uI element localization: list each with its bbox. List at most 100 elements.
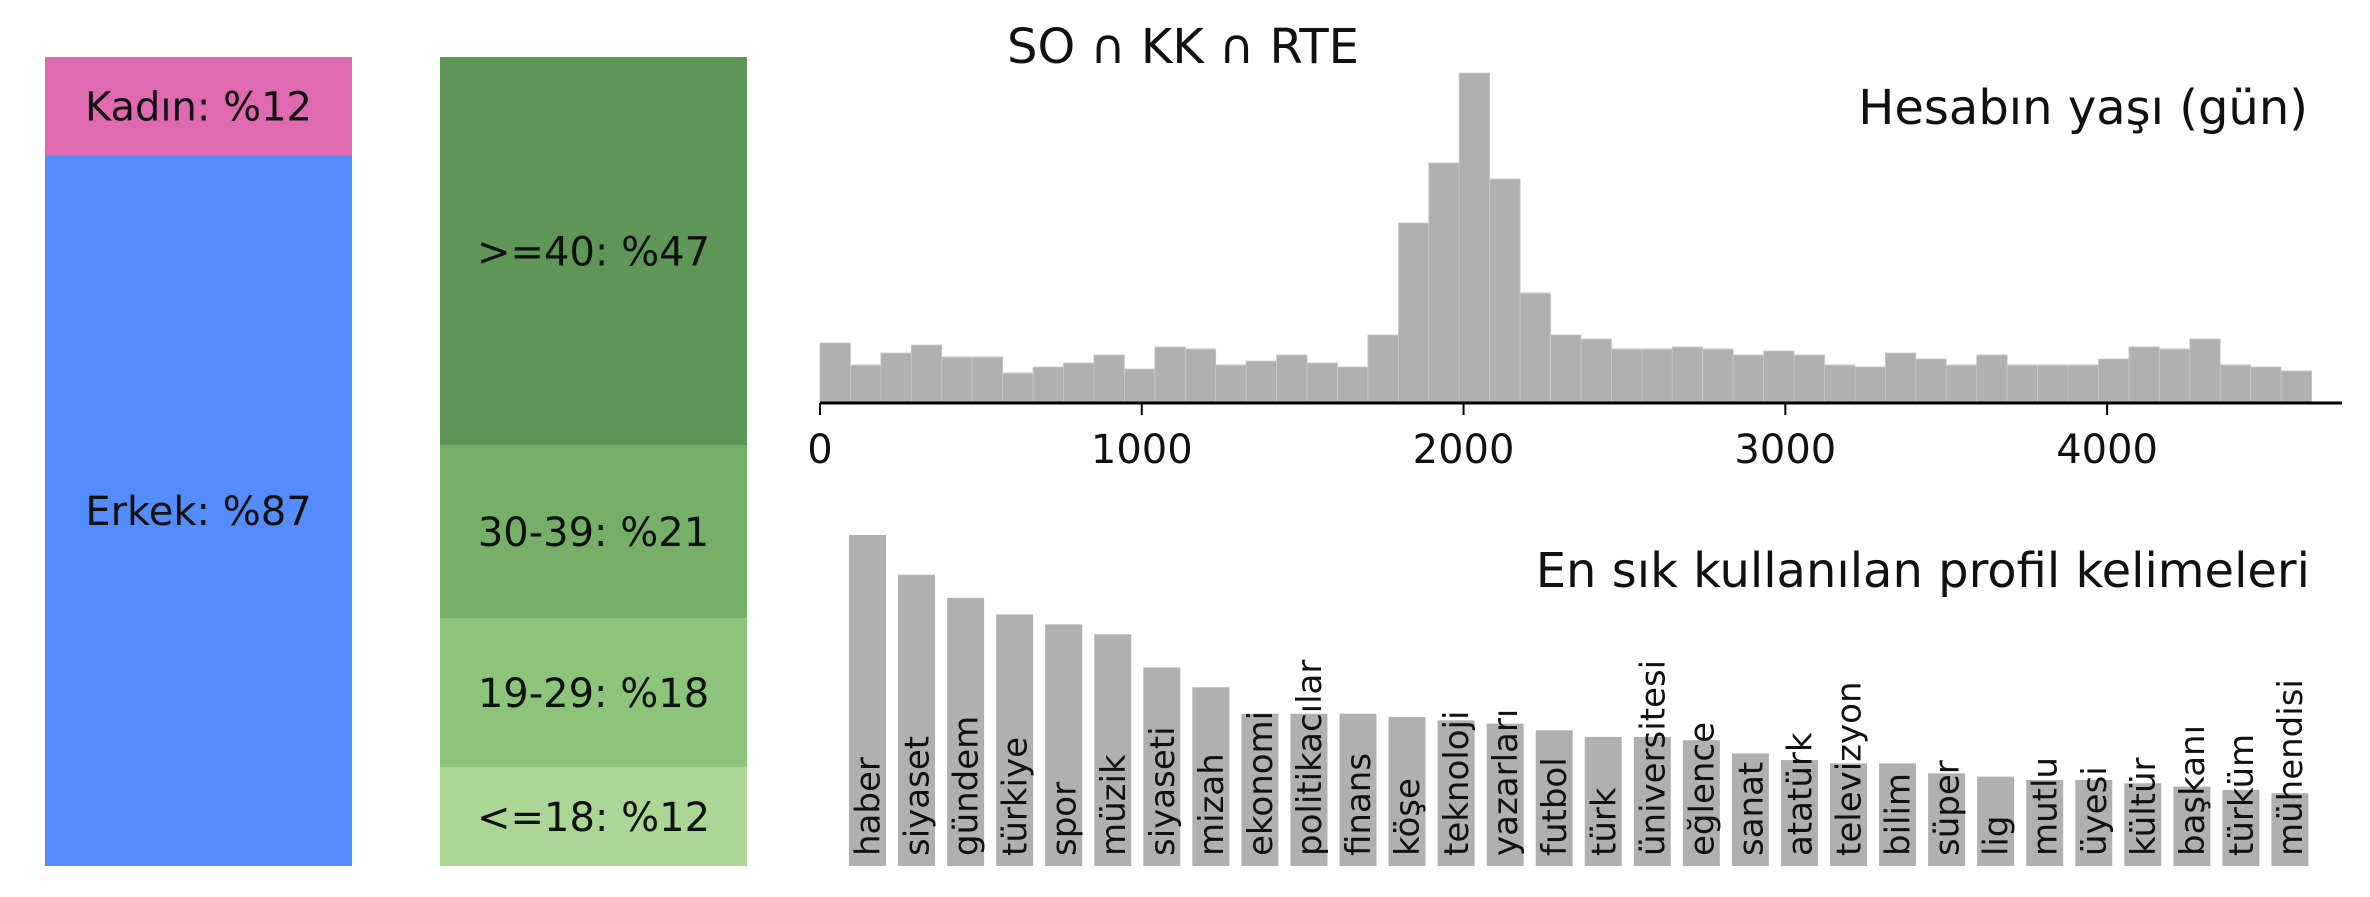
words-chart-title: En sık kullanılan profil kelimeleri (1536, 543, 2310, 599)
gender-segment-0 (45, 57, 352, 156)
age-segment-1 (440, 444, 747, 619)
word-bar-label: futbol (1535, 757, 1575, 856)
histogram-bin (1580, 338, 1612, 404)
age-segment-3 (440, 766, 747, 866)
histogram-tick-label: 2000 (1413, 427, 1515, 473)
profile-words-bar-chart: En sık kullanılan profil kelimeleri habe… (849, 535, 2311, 866)
histogram-bin (1611, 348, 1643, 404)
word-bar (2271, 793, 2309, 866)
word-bar-label: politikacılar (1290, 660, 1330, 856)
word-bar (1388, 717, 1426, 866)
histogram-bin (1367, 334, 1399, 404)
histogram-bin (1489, 178, 1521, 404)
histogram-bin (1458, 72, 1491, 404)
histogram-bin (2006, 364, 2039, 404)
histogram-bin (1945, 364, 1978, 404)
word-bar (1682, 740, 1720, 866)
word-bar-label: mizah (1192, 753, 1232, 856)
histogram-bin (1702, 348, 1734, 404)
histogram-bin (1519, 292, 1551, 404)
histogram-bin (1976, 354, 2008, 404)
word-bar-label: üyesi (2075, 766, 2115, 856)
histogram-bin (1885, 352, 1917, 404)
word-bar-label: finans (1339, 753, 1379, 856)
word-bar (947, 597, 985, 866)
word-bar (1731, 753, 1769, 866)
histogram-bin (1671, 346, 1704, 404)
histogram-bin (1397, 222, 1430, 404)
gender-stacked-bar: Kadın: %12 Erkek: %87 (45, 57, 352, 866)
word-bar-label: mutlu (2026, 757, 2066, 856)
word-bar (2124, 783, 2162, 866)
word-bar (1143, 667, 1181, 866)
word-bar-label: kültür (2124, 757, 2164, 856)
word-bar-label: köşe (1388, 778, 1428, 856)
histogram-bin (1184, 348, 1217, 404)
word-bar (1584, 736, 1622, 866)
histogram-bin (1154, 346, 1186, 404)
word-bar-label: atatürk (1780, 732, 1820, 856)
word-bar-label: türk (1584, 787, 1624, 856)
histogram-bin (2128, 346, 2160, 404)
word-bar (1830, 763, 1867, 866)
word-bar-label: üniversitesi (1633, 660, 1673, 856)
word-bar (849, 535, 886, 866)
histogram-bin (1215, 364, 1247, 404)
word-bar (2026, 779, 2064, 866)
word-bar (1780, 760, 1818, 866)
age-segment-0 (440, 57, 747, 445)
word-bar-label: siyaset (898, 736, 938, 856)
histogram-bin (1732, 354, 1765, 404)
age-label-1: 30-39: %21 (478, 510, 709, 556)
word-bar-label: başkanı (2173, 725, 2213, 856)
histogram-bin (1124, 368, 1156, 404)
word-bar-label: televizyon (1830, 682, 1870, 857)
histogram-bin (880, 352, 912, 404)
histogram-bin (2219, 364, 2252, 404)
histogram-bin (1063, 362, 1095, 404)
histogram-bin (971, 356, 1004, 404)
histogram-bin (1337, 366, 1369, 404)
word-bar-label: teknoloji (1437, 711, 1477, 856)
histogram-bin (1824, 364, 1856, 404)
age-label-2: 19-29: %18 (478, 671, 709, 717)
histogram-bin (850, 364, 882, 404)
histogram-tick-label: 3000 (1734, 427, 1836, 473)
word-bar-label: süper (1928, 760, 1968, 856)
word-bar-label: mühendisi (2271, 679, 2311, 856)
histogram-bin (2280, 370, 2312, 404)
word-bar-label: siyaseti (1143, 726, 1183, 856)
histogram-bin (910, 344, 943, 404)
word-bar (2173, 786, 2211, 866)
gender-segment-1 (45, 155, 352, 866)
histogram-bin (1306, 362, 1338, 404)
histogram-tick-label: 1000 (1091, 427, 1193, 473)
word-bar (1437, 720, 1475, 866)
word-bar-label: müzik (1094, 754, 1134, 856)
histogram-bin (1854, 366, 1886, 404)
word-bar (996, 614, 1034, 866)
histogram-bin (1641, 348, 1673, 404)
word-bar-label: lig (1977, 816, 2017, 856)
histogram-bin (2189, 338, 2221, 404)
histogram-bin (1276, 354, 1308, 404)
histogram-bin (1002, 372, 1034, 404)
word-bar (898, 574, 936, 866)
histogram-bin (2250, 366, 2282, 404)
word-bar (1094, 634, 1132, 866)
word-bar (1535, 730, 1573, 866)
histogram-bin (1793, 354, 1825, 404)
word-bar (1633, 736, 1671, 866)
word-bar (1339, 713, 1377, 866)
gender-label-0: Kadın: %12 (85, 84, 312, 130)
age-label-0: >=40: %47 (477, 229, 710, 275)
age-group-stacked-bar: >=40: %47 30-39: %21 19-29: %18 <=18: %12 (440, 57, 747, 866)
word-bar (2222, 789, 2260, 866)
figure-suptitle: SO ∩ KK ∩ RTE (1007, 19, 1359, 75)
word-bar-label: türkiye (996, 737, 1036, 856)
word-bar (2075, 779, 2113, 866)
word-bar-label: bilim (1879, 773, 1919, 856)
age-label-3: <=18: %12 (477, 795, 710, 841)
word-bar (1192, 687, 1230, 866)
